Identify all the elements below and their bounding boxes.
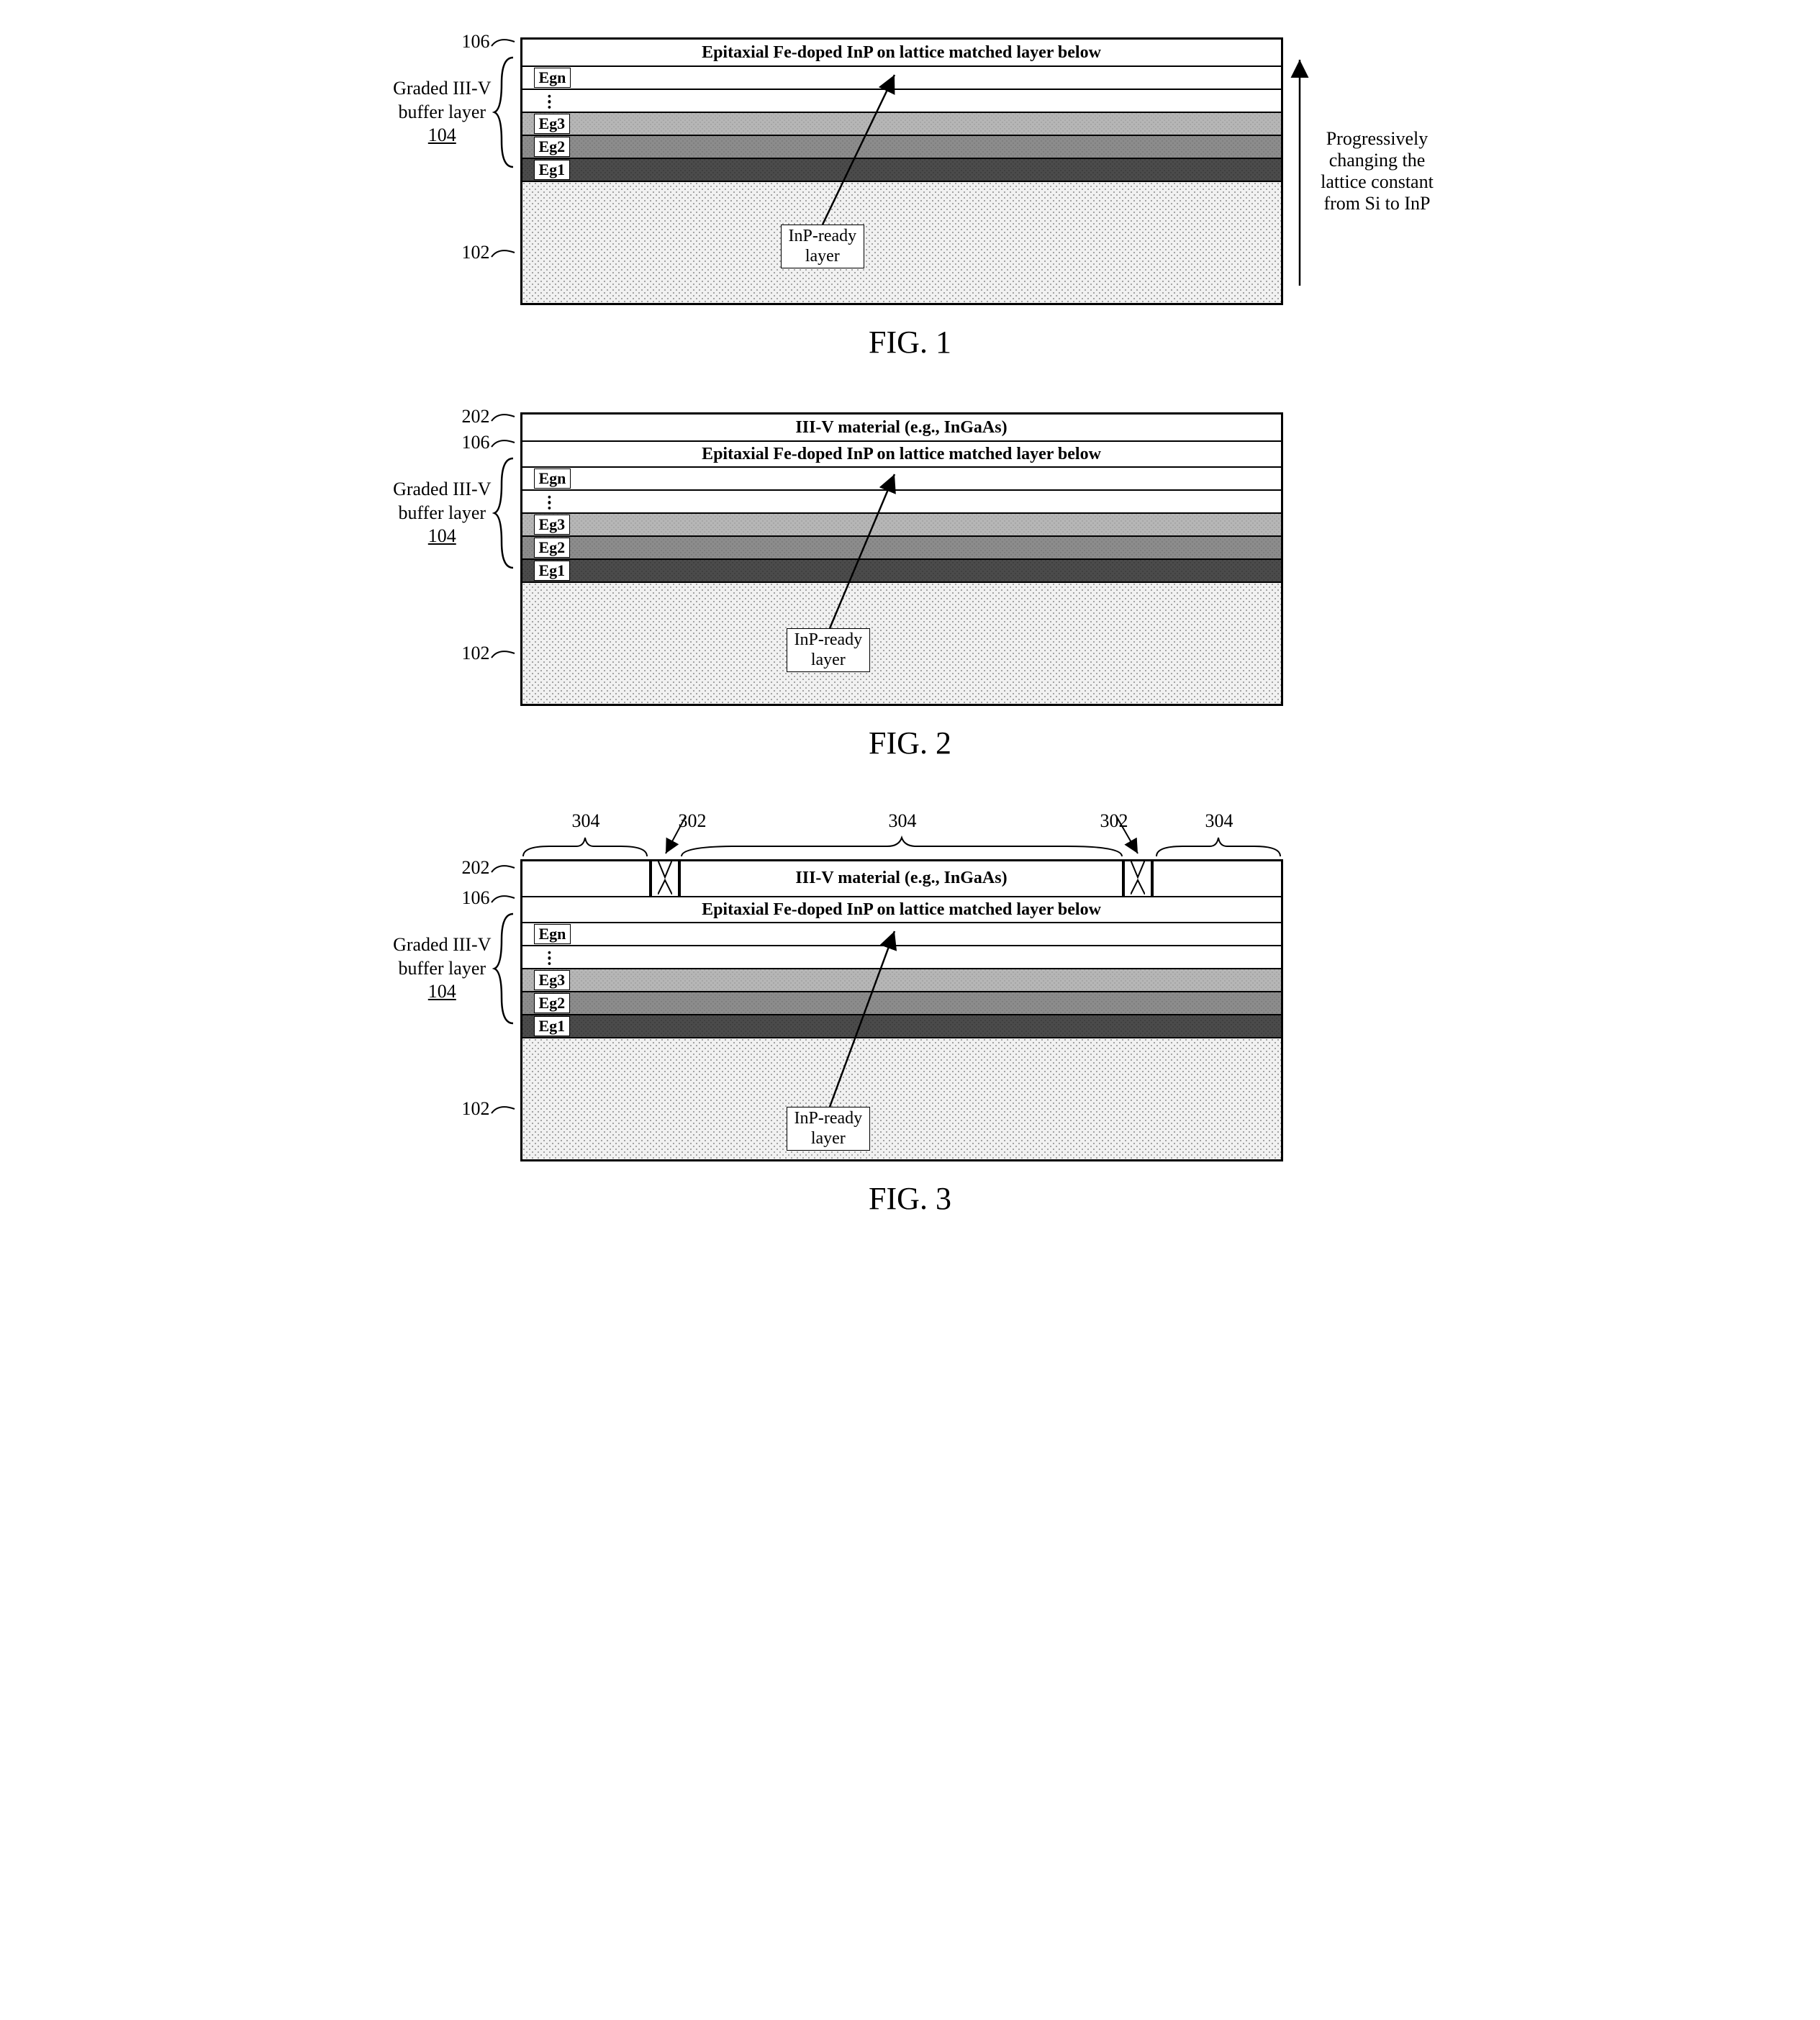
layer-eg2: Eg2 bbox=[522, 135, 1281, 158]
fig3-top-brackets: 304 302 304 302 304 bbox=[520, 813, 1283, 859]
eg3-tag: Eg3 bbox=[534, 114, 571, 134]
buffer-line1-f2: Graded III-V bbox=[393, 479, 491, 499]
eg3-tag-f2: Eg3 bbox=[534, 515, 571, 535]
figure-2: 202 106 Graded III-V buffer layer 104 10… bbox=[29, 404, 1791, 761]
tb-302-a: 302 bbox=[679, 810, 707, 832]
layer-egn-f2: Egn bbox=[522, 466, 1281, 489]
buffer-num-f3: 104 bbox=[428, 981, 456, 1002]
fig3-left-labels: 202 106 Graded III-V buffer layer 104 10… bbox=[358, 805, 520, 1170]
ref-202-f3: 202 bbox=[462, 857, 490, 879]
ref-106-f2: 106 bbox=[462, 432, 490, 453]
egn-tag-f2: Egn bbox=[534, 468, 571, 489]
ref-106-f3: 106 bbox=[462, 887, 490, 909]
buffer-line2-f2: buffer layer bbox=[399, 502, 486, 523]
buffer-line1: Graded III-V bbox=[393, 78, 491, 99]
fe-inp-label-f2: Epitaxial Fe-doped InP on lattice matche… bbox=[522, 445, 1281, 464]
inp-ready-line2: layer bbox=[805, 247, 840, 266]
fig1-right-note: Progressively changing the lattice const… bbox=[1283, 40, 1463, 303]
inp-ready-line1: InP-ready bbox=[789, 227, 857, 245]
fig3-caption: FIG. 3 bbox=[29, 1180, 1791, 1217]
layer-eg2-f2: Eg2 bbox=[522, 535, 1281, 558]
buffer-layer-label-f3: Graded III-V buffer layer 104 bbox=[393, 933, 491, 1004]
buffer-layer-label: Graded III-V buffer layer 104 bbox=[393, 77, 491, 148]
layer-fe-inp: Epitaxial Fe-doped InP on lattice matche… bbox=[522, 40, 1281, 65]
ref-106: 106 bbox=[462, 31, 490, 53]
figure-1: 106 Graded III-V buffer layer 104 102 bbox=[29, 29, 1791, 361]
ref-102-f2: 102 bbox=[462, 643, 490, 664]
eg1-tag-f2: Eg1 bbox=[534, 561, 571, 581]
tb-302-b: 302 bbox=[1100, 810, 1128, 832]
layer-eg1-f3: Eg1 bbox=[522, 1014, 1281, 1037]
fig2-caption: FIG. 2 bbox=[29, 725, 1791, 761]
inp-ready-box: InP-ready layer bbox=[781, 225, 865, 268]
iii-v-label: III-V material (e.g., InGaAs) bbox=[522, 418, 1281, 438]
fig1-caption: FIG. 1 bbox=[29, 324, 1791, 361]
fe-inp-label-f3: Epitaxial Fe-doped InP on lattice matche… bbox=[522, 900, 1281, 920]
eg-dots: :: bbox=[547, 95, 551, 107]
layer-eg1-f2: Eg1 bbox=[522, 558, 1281, 581]
layer-eg-gap-f3: :: bbox=[522, 945, 1281, 968]
egn-tag-f3: Egn bbox=[534, 924, 571, 944]
layer-substrate-f3 bbox=[522, 1037, 1281, 1159]
layer-fe-inp-f2: Epitaxial Fe-doped InP on lattice matche… bbox=[522, 440, 1281, 466]
ref-202: 202 bbox=[462, 406, 490, 427]
fig2-left-labels: 202 106 Graded III-V buffer layer 104 10… bbox=[358, 404, 520, 715]
layer-egn-f3: Egn bbox=[522, 922, 1281, 945]
inp-ready-box-f2: InP-ready layer bbox=[787, 628, 871, 672]
ref-102-f3: 102 bbox=[462, 1098, 490, 1120]
buffer-num-f2: 104 bbox=[428, 525, 456, 546]
layer-eg1: Eg1 bbox=[522, 158, 1281, 181]
eg2-tag: Eg2 bbox=[534, 137, 571, 157]
tb-304-c: 304 bbox=[1205, 810, 1233, 832]
eg1-tag-f3: Eg1 bbox=[534, 1016, 571, 1036]
right-note-text: Progressively changing the lattice const… bbox=[1309, 128, 1446, 214]
layer-egn: Egn bbox=[522, 65, 1281, 89]
tb-304-a: 304 bbox=[572, 810, 600, 832]
layer-iii-v: III-V material (e.g., InGaAs) bbox=[522, 415, 1281, 440]
figure-3: 202 106 Graded III-V buffer layer 104 10… bbox=[29, 805, 1791, 1217]
fig3-layer-stack: III-V material (e.g., InGaAs) Epitaxial … bbox=[520, 859, 1283, 1161]
tb-304-b: 304 bbox=[889, 810, 917, 832]
buffer-layer-label-f2: Graded III-V buffer layer 104 bbox=[393, 478, 491, 548]
buffer-num: 104 bbox=[428, 124, 456, 145]
layer-eg3: Eg3 bbox=[522, 112, 1281, 135]
layer-eg2-f3: Eg2 bbox=[522, 991, 1281, 1014]
layer-iii-v-fins: III-V material (e.g., InGaAs) bbox=[522, 861, 1281, 896]
fig1-layer-stack: Epitaxial Fe-doped InP on lattice matche… bbox=[520, 37, 1283, 305]
eg-dots-f3: :: bbox=[547, 951, 551, 964]
eg1-tag: Eg1 bbox=[534, 160, 571, 180]
layer-fe-inp-f3: Epitaxial Fe-doped InP on lattice matche… bbox=[522, 896, 1281, 922]
buffer-line2: buffer layer bbox=[399, 101, 486, 122]
layer-eg3-f2: Eg3 bbox=[522, 512, 1281, 535]
inp-ready-l2-f2: layer bbox=[811, 651, 846, 669]
inp-ready-l1-f2: InP-ready bbox=[794, 630, 863, 649]
inp-ready-l1-f3: InP-ready bbox=[794, 1109, 863, 1128]
ref-102: 102 bbox=[462, 242, 490, 263]
layer-substrate bbox=[522, 181, 1281, 303]
fig2-layer-stack: III-V material (e.g., InGaAs) Epitaxial … bbox=[520, 412, 1283, 706]
inp-ready-box-f3: InP-ready layer bbox=[787, 1107, 871, 1151]
inp-ready-l2-f3: layer bbox=[811, 1129, 846, 1148]
fe-inp-label: Epitaxial Fe-doped InP on lattice matche… bbox=[522, 43, 1281, 63]
layer-eg3-f3: Eg3 bbox=[522, 968, 1281, 991]
buffer-line1-f3: Graded III-V bbox=[393, 934, 491, 955]
layer-substrate-f2 bbox=[522, 581, 1281, 704]
eg3-tag-f3: Eg3 bbox=[534, 970, 571, 990]
buffer-line2-f3: buffer layer bbox=[399, 958, 486, 979]
eg2-tag-f2: Eg2 bbox=[534, 538, 571, 558]
eg-dots-f2: :: bbox=[547, 496, 551, 508]
layer-eg-gap: :: bbox=[522, 89, 1281, 112]
layer-eg-gap-f2: :: bbox=[522, 489, 1281, 512]
egn-tag: Egn bbox=[534, 68, 571, 88]
fig1-left-labels: 106 Graded III-V buffer layer 104 102 bbox=[358, 29, 520, 314]
eg2-tag-f3: Eg2 bbox=[534, 993, 571, 1013]
